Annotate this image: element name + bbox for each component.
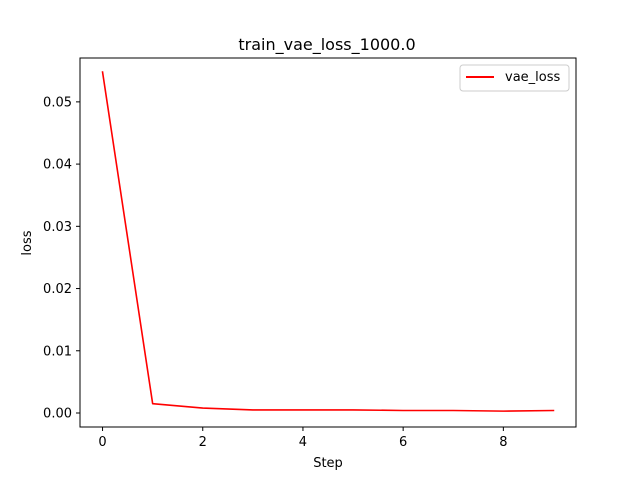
plot-frame [79,57,577,428]
y-tick-label: 0.01 [43,344,72,359]
y-axis: 0.00 0.01 0.02 0.03 0.04 0.05 [43,95,80,421]
y-tick-label: 0.00 [43,406,72,421]
x-tick-label: 4 [299,435,307,450]
series-line-vae-loss [101,71,555,412]
legend-label: vae_loss [505,70,560,85]
x-axis: 0 2 4 6 8 [98,427,507,450]
series-layer [101,71,555,412]
x-tick-label: 8 [499,435,507,450]
plot-area [80,58,576,427]
x-tick-label: 2 [199,435,207,450]
chart-title: train_vae_loss_1000.0 [238,35,415,55]
x-tick-label: 0 [98,435,106,450]
y-axis-title: loss [20,230,35,255]
x-tick-label: 6 [399,435,407,450]
y-tick-label: 0.05 [43,95,72,110]
legend: vae_loss [459,64,570,92]
y-tick-label: 0.04 [43,158,72,173]
y-tick-label: 0.03 [43,220,72,235]
y-tick-label: 0.02 [43,282,72,297]
legend-box [459,64,570,92]
x-axis-title: Step [313,456,343,471]
